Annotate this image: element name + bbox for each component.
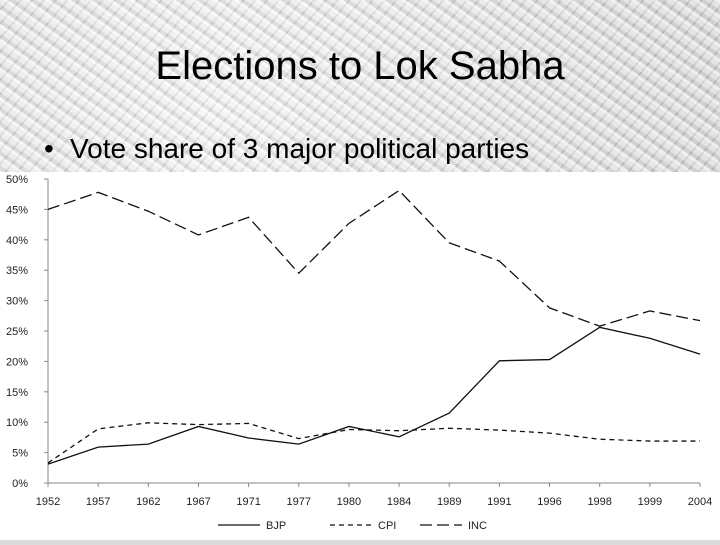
y-tick-label: 0% (12, 478, 28, 490)
x-tick-label: 1952 (36, 496, 60, 508)
y-tick-label: 40% (6, 235, 28, 247)
x-tick-label: 1971 (236, 496, 260, 508)
x-tick-label: 1999 (638, 496, 662, 508)
y-tick-label: 20% (6, 356, 28, 368)
x-tick-label: 1977 (287, 496, 311, 508)
legend-label-cpi: CPI (378, 520, 396, 532)
slide-title: Elections to Lok Sabha (155, 44, 565, 88)
y-tick-label: 25% (6, 326, 28, 338)
y-tick-label: 10% (6, 417, 28, 429)
bullet-item: • Vote share of 3 major political partie… (44, 133, 529, 165)
x-tick-label: 1967 (186, 496, 210, 508)
bullet-symbol: • (44, 133, 54, 164)
y-tick-label: 5% (12, 448, 28, 460)
x-tick-label: 1957 (86, 496, 110, 508)
series-line-inc (47, 189, 701, 327)
y-tick-label: 30% (6, 296, 28, 308)
x-tick-label: 1998 (587, 496, 611, 508)
x-tick-label: 1962 (136, 496, 160, 508)
x-tick-label: 2004 (688, 496, 712, 508)
chart-panel: 0% 5% 10% 15% 20% 25% 30% 35% 40% 45% 50% 1952 1957 1… (0, 172, 720, 540)
x-tick-label: 1996 (537, 496, 561, 508)
x-tick-label: 1991 (487, 496, 511, 508)
y-tick-label: 35% (6, 265, 28, 277)
line-chart: 0% 5% 10% 15% 20% 25% 30% 35% 40% 45% 50% 1952 1957 1… (6, 174, 712, 532)
y-tick-label: 45% (6, 204, 28, 216)
legend-label-inc: INC (468, 520, 487, 532)
x-tick-label: 1984 (387, 496, 411, 508)
y-tick-label: 50% (6, 174, 28, 186)
y-tick-label: 15% (6, 387, 28, 399)
bullet-text: Vote share of 3 major political parties (70, 133, 530, 164)
series-line-bjp (47, 326, 701, 465)
x-tick-label: 1980 (337, 496, 361, 508)
x-tick-label: 1989 (437, 496, 461, 508)
legend-label-bjp: BJP (266, 520, 286, 532)
series-line-cpi (47, 422, 700, 464)
